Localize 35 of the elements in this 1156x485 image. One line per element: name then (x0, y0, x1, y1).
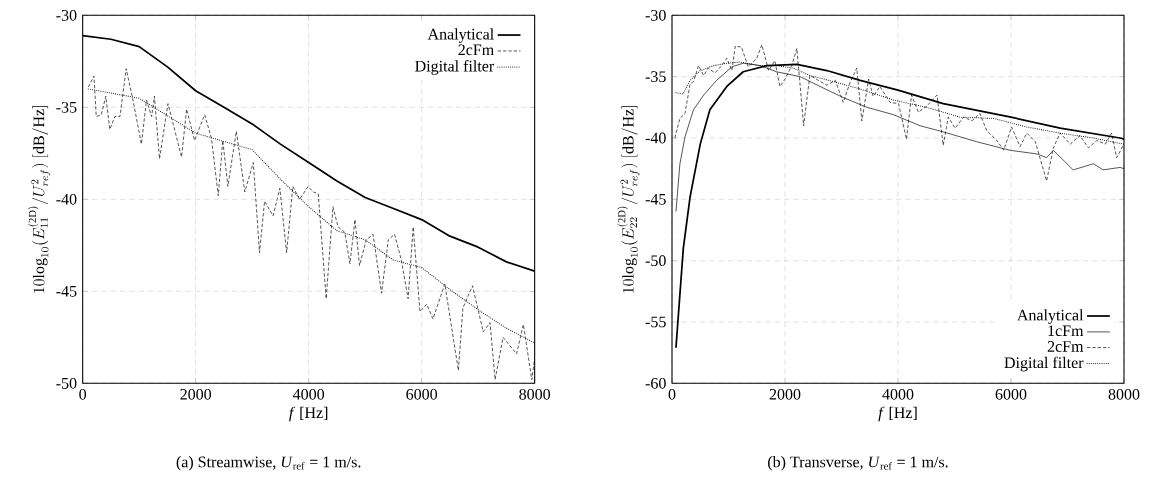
y-axis-title: $10\mathrm{log}_{10}(E_{11}^{(\mathrm{2D})}/U_{ref}^{2})\ [\mathrm{dB/Hz}]$ (27, 106, 51, 293)
legend-label: Analytical (427, 28, 494, 43)
x-tick-label: 8000 (519, 388, 551, 400)
legend-label: 2cFm (458, 44, 494, 56)
legend-label: Digital filter (415, 59, 495, 75)
y-axis-title: $10\mathrm{log}_{10}(E_{22}^{(\mathrm{2D})}/U_{ref}^{2})\ [\mathrm{dB/Hz}]$ (617, 106, 640, 293)
text: (b) Transverse, U$_{ref}$ = 1 m/s. (768, 455, 948, 471)
x-tick-label: 2000 (180, 388, 212, 400)
y-tick-label: -40 (56, 193, 77, 205)
x-axis-title: f [Hz] (878, 406, 917, 422)
x-tick-label: 0 (79, 388, 87, 400)
x-tick-label: 4000 (292, 388, 325, 400)
x-axis-title: f [Hz] (289, 406, 328, 422)
x-tick-label: 2000 (769, 388, 801, 400)
y-tick-label: -45 (56, 285, 77, 297)
y-tick-label: -50 (56, 377, 77, 389)
y-tick-label: -60 (645, 377, 666, 389)
x-tick-label: 6000 (995, 388, 1027, 400)
legend-label: 1cFm (1048, 325, 1084, 336)
x-tick-label: 6000 (406, 388, 438, 400)
legend-label: 2cFm (1047, 340, 1084, 352)
x-tick-label: 0 (668, 388, 676, 400)
y-tick-label: -50 (645, 255, 666, 266)
legend-label: Digital filter (1004, 356, 1084, 372)
y-tick-label: -40 (645, 132, 666, 144)
x-tick-label: 4000 (882, 388, 914, 400)
y-tick-label: -45 (645, 193, 666, 205)
text: (a) Streamwise, U$_{ref}$ = 1 m/s. (176, 455, 361, 471)
y-tick-label: -30 (645, 9, 666, 21)
y-tick-label: -30 (56, 9, 77, 21)
x-tick-label: 8000 (1108, 388, 1140, 400)
legend-label: Analytical (1017, 309, 1084, 324)
y-tick-label: -35 (645, 71, 666, 82)
y-tick-label: -55 (645, 316, 666, 328)
y-tick-label: -35 (56, 101, 77, 113)
